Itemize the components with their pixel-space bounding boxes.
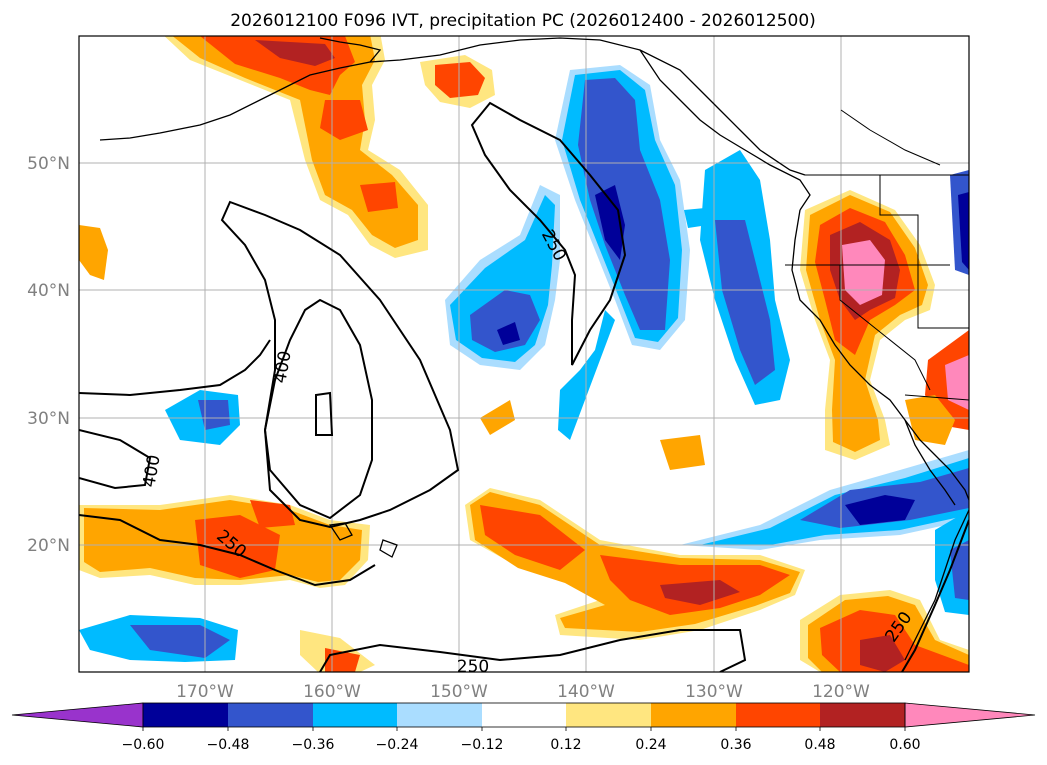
precip-fill-layer <box>79 36 969 672</box>
contour-250-se <box>901 519 969 672</box>
lat-label-20n: 20°N <box>27 536 70 556</box>
colorbar-outline <box>142 702 906 728</box>
coastlines <box>99 37 969 661</box>
lat-label-30n: 30°N <box>27 409 70 429</box>
precip-region-pacific-darkblue <box>595 185 625 260</box>
colorbar-bin-8 <box>736 703 820 727</box>
precip-region-ne-darkblue <box>958 192 969 270</box>
precip-region-west-subtrop-red2 <box>250 500 295 528</box>
colorbar-bin-4 <box>397 703 482 727</box>
precip-region-alaska-gulf-core <box>435 62 485 98</box>
precip-region-w-dateline <box>79 225 108 280</box>
lon-label-160w: 160°W <box>303 682 361 702</box>
lon-label-170w: 170°W <box>176 682 234 702</box>
precip-region-small-orange-2 <box>660 435 705 470</box>
precip-region-coastal-midblue <box>715 220 775 385</box>
coastline-west-us <box>791 209 969 501</box>
precip-region-hawaii-midblue <box>198 400 230 430</box>
colorbar-bin-3 <box>313 703 397 727</box>
precip-region-se-darkred <box>860 635 905 672</box>
contour-west-250-upper <box>79 339 271 397</box>
colorbar-label-2: −0.48 <box>207 737 250 753</box>
longitude-labels: 170°W 160°W 150°W 140°W 130°W 120°W <box>176 682 870 702</box>
precip-region-north-red3 <box>360 182 398 212</box>
precip-region-subtrop-darkred <box>660 580 740 605</box>
island-hawaii-2 <box>379 539 398 558</box>
map-frame <box>78 35 970 673</box>
coastline-baja <box>904 419 956 506</box>
lon-label-140w: 140°W <box>557 682 615 702</box>
colorbar-label-1: −0.60 <box>122 737 165 753</box>
colorbar-label-10: 0.60 <box>889 737 920 753</box>
contour-250-south-west <box>79 514 376 587</box>
map-panel: 250 400 400 250 250 250 <box>78 35 970 677</box>
lat-label-40n: 40°N <box>27 281 70 301</box>
precip-region-subtrop-red <box>480 505 585 570</box>
colorbar-label-6: 0.12 <box>550 737 581 753</box>
colorbar-extend-max <box>904 702 1036 728</box>
precip-region-se-red <box>820 610 969 672</box>
border-alaska-canada <box>840 109 941 166</box>
colorbar: −0.60 −0.48 −0.36 −0.24 −0.12 0.12 0.24 … <box>11 702 1036 753</box>
colorbar-bin-7 <box>651 703 736 727</box>
colorbar-bin-5 <box>482 703 566 727</box>
latitude-labels: 50°N 40°N 30°N 20°N <box>27 154 70 556</box>
colorbar-bin-2 <box>228 703 313 727</box>
border-state-3 <box>839 265 931 391</box>
precip-region-small-blue-1 <box>684 208 708 228</box>
border-us-mexico <box>904 394 969 401</box>
contour-400-ring <box>315 391 334 436</box>
colorbar-label-4: −0.24 <box>376 737 419 753</box>
colorbar-label-7: 0.24 <box>635 737 666 753</box>
lon-label-130w: 130°W <box>685 682 743 702</box>
contour-250-bottom <box>319 629 747 672</box>
coastline-bc-inlets <box>639 49 811 211</box>
precip-region-pacific-midblue <box>578 78 670 330</box>
coastline-alaska <box>99 37 382 141</box>
ivt-contours <box>79 101 969 672</box>
colorbar-bin-1 <box>143 703 228 727</box>
precip-region-se-darkblue <box>845 495 915 525</box>
colorbar-label-3: −0.36 <box>292 737 335 753</box>
coastline-mexico <box>904 509 969 661</box>
colorbar-bin-6 <box>566 703 651 727</box>
precip-region-north-darkred <box>255 40 335 66</box>
figure-title: 2026012100 F096 IVT, precipitation PC (2… <box>230 11 816 31</box>
precip-region-baja-orange <box>905 395 955 445</box>
contour-400-inner <box>263 298 373 520</box>
lon-label-150w: 150°W <box>430 682 488 702</box>
precip-region-north-orange-core <box>172 36 418 248</box>
contour-west-400 <box>79 429 152 490</box>
colorbar-extend-min <box>11 702 144 728</box>
lon-label-120w: 120°W <box>812 682 870 702</box>
colorbar-bin-9 <box>820 703 905 727</box>
precip-region-central-darkblue <box>497 322 520 345</box>
precip-region-central-midblue <box>470 290 540 352</box>
political-borders <box>785 109 969 401</box>
contour-label-250-bottom: 250 <box>457 657 489 677</box>
precip-region-west-us-pink <box>842 240 885 305</box>
precip-region-sw-us-pink <box>945 355 969 410</box>
lat-label-50n: 50°N <box>27 154 70 174</box>
contour-250-central <box>220 200 460 529</box>
border-state-1 <box>879 175 969 329</box>
colorbar-ticks <box>142 727 906 731</box>
contour-250-north <box>470 101 627 366</box>
colorbar-label-8: 0.36 <box>720 737 751 753</box>
colorbar-label-9: 0.48 <box>804 737 835 753</box>
colorbar-label-5: −0.12 <box>461 737 504 753</box>
